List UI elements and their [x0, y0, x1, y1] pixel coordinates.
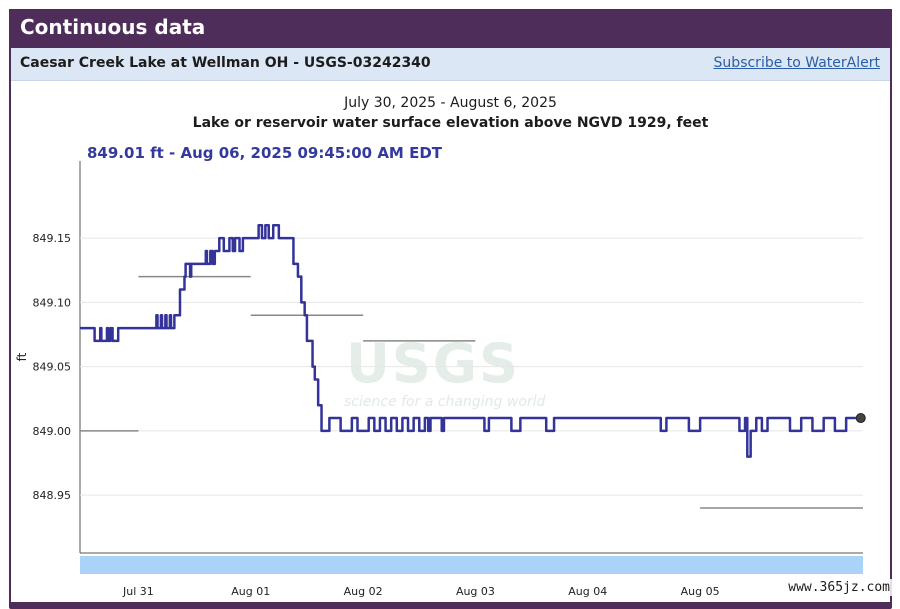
- chart-date-range: July 30, 2025 - August 6, 2025: [344, 95, 557, 111]
- chart-title: Lake or reservoir water surface elevatio…: [192, 115, 709, 131]
- y-tick-label: 849.05: [33, 361, 72, 374]
- y-tick-label: 849.00: [33, 425, 72, 438]
- site-header: Caesar Creek Lake at Wellman OH - USGS-0…: [11, 48, 890, 81]
- usgs-watermark-tagline: science for a changing world: [344, 394, 546, 410]
- time-brush[interactable]: [80, 556, 863, 574]
- x-tick-label: Jul 31: [122, 585, 154, 598]
- y-axis-label: ft: [15, 352, 29, 361]
- site-badge: www.365jz.com: [784, 579, 894, 596]
- usgs-watermark: USGS: [346, 332, 520, 395]
- y-tick-label: 848.95: [33, 489, 72, 502]
- elevation-series-line: [80, 224, 861, 458]
- x-tick-label: Aug 01: [231, 585, 270, 598]
- chart-area: July 30, 2025 - August 6, 2025 Lake or r…: [11, 81, 890, 602]
- panel-title: Continuous data: [20, 15, 206, 39]
- x-tick-label: Aug 04: [568, 585, 607, 598]
- line-chart[interactable]: 849.15 849.10 849.05 849.00 848.95 Jul 31 Aug …: [11, 81, 890, 602]
- x-tick-label: Aug 05: [681, 585, 720, 598]
- y-tick-label: 849.15: [33, 232, 72, 245]
- current-value-marker: [855, 413, 866, 424]
- x-tick-label: Aug 02: [344, 585, 383, 598]
- panel-header: Continuous data: [9, 9, 892, 47]
- x-tick-label: Aug 03: [456, 585, 495, 598]
- data-point-readout: 849.01 ft - Aug 06, 2025 09:45:00 AM EDT: [87, 144, 443, 162]
- y-tick-label: 849.10: [33, 296, 72, 309]
- site-name: Caesar Creek Lake at Wellman OH - USGS-0…: [20, 55, 431, 71]
- subscribe-link[interactable]: Subscribe to WaterAlert: [713, 55, 880, 71]
